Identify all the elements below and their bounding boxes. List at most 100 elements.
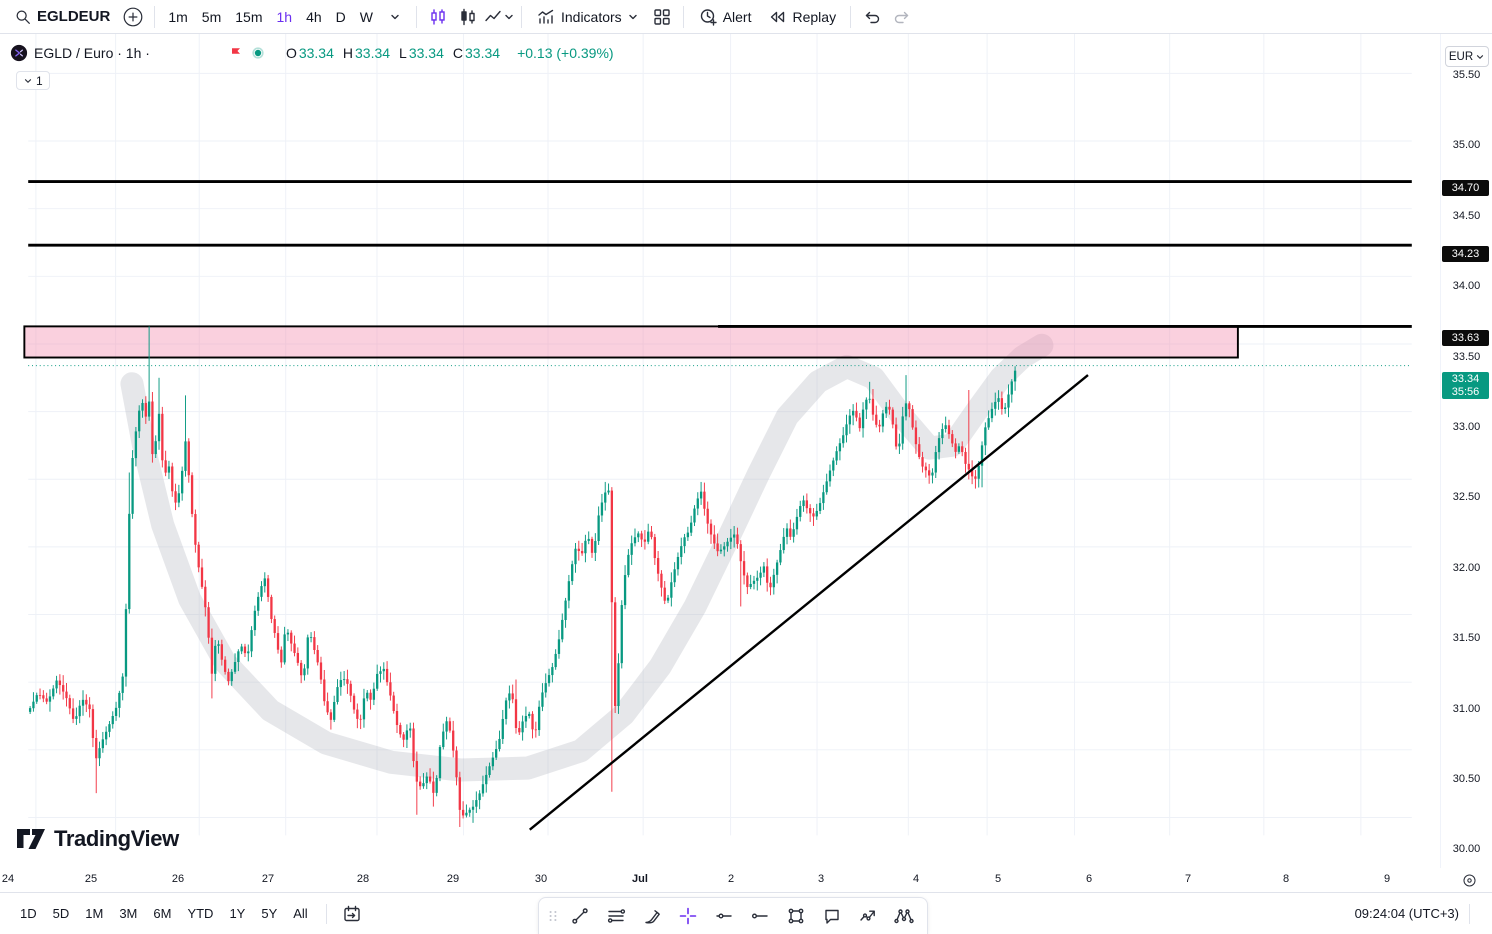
tool-ray[interactable] bbox=[743, 901, 777, 931]
ohlc-key: H bbox=[342, 45, 353, 61]
tool-rectangle[interactable] bbox=[779, 901, 813, 931]
symbol-search-button[interactable]: EGLDEUR bbox=[6, 3, 118, 31]
chevron-down-icon bbox=[391, 14, 399, 19]
ohlc-value: 33.34 bbox=[465, 45, 501, 61]
chart-legend: EGLD / Euro · 1h · O 33.34 H 33.34 L 33.34 C 33… bbox=[10, 44, 614, 62]
go-to-date-button[interactable] bbox=[337, 900, 367, 928]
range-1m[interactable]: 1M bbox=[85, 906, 104, 921]
indicators-icon bbox=[538, 9, 554, 24]
current-price-label[interactable]: 33.34 35:56 bbox=[1442, 372, 1489, 400]
price-tick: 30.00 bbox=[1452, 843, 1481, 856]
price-scale[interactable]: EUR 35.50 35.00 34.50 34.00 33.50 33.00 32.50 3… bbox=[1440, 34, 1492, 868]
timeframe-d[interactable]: D bbox=[335, 8, 346, 25]
divider bbox=[850, 5, 852, 28]
tool-comment[interactable] bbox=[815, 901, 849, 931]
candlestick-chart[interactable] bbox=[0, 34, 1440, 868]
divider bbox=[520, 5, 522, 28]
chevron-down-icon bbox=[1477, 54, 1484, 59]
tool-horizontal-ray[interactable] bbox=[707, 901, 741, 931]
price-level-label[interactable]: 34.70 bbox=[1442, 179, 1489, 196]
trend-line-drawing[interactable] bbox=[528, 374, 1089, 831]
price-tick: 35.00 bbox=[1452, 139, 1481, 152]
timeframe-1h[interactable]: 1h bbox=[276, 8, 293, 25]
tool-trend-line[interactable] bbox=[563, 901, 597, 931]
undo-icon bbox=[865, 11, 880, 23]
divider bbox=[1469, 903, 1470, 924]
legend-collapse-button[interactable]: 1 bbox=[16, 71, 50, 90]
layout-grid-button[interactable] bbox=[647, 3, 677, 31]
tool-pattern[interactable] bbox=[887, 901, 921, 931]
time-label: 8 bbox=[1282, 873, 1290, 885]
range-group: 1D 5D 1M 3M 6M YTD 1Y 5Y All bbox=[12, 902, 316, 925]
timeframe-4h[interactable]: 4h bbox=[306, 8, 322, 25]
tool-drag-handle[interactable] bbox=[545, 901, 561, 931]
supply-zone[interactable] bbox=[23, 325, 1239, 359]
replay-button[interactable]: Replay bbox=[759, 3, 844, 31]
chevron-down-icon bbox=[505, 14, 513, 19]
arrow-icon bbox=[860, 910, 875, 921]
timeframe-group: 1m 5m 15m 1h 4h D W bbox=[161, 3, 380, 31]
timezone-settings-button[interactable] bbox=[1458, 870, 1480, 890]
tool-brush[interactable] bbox=[635, 901, 669, 931]
ohlc-key: C bbox=[452, 45, 464, 61]
time-label: 27 bbox=[261, 873, 275, 885]
crosshair-icon bbox=[679, 907, 697, 925]
tool-arrow[interactable] bbox=[851, 901, 885, 931]
tool-crosshair[interactable] bbox=[671, 901, 705, 931]
ohlc-value: 33.34 bbox=[408, 45, 444, 61]
pattern-icon bbox=[894, 909, 914, 924]
symbol-title[interactable]: EGLD / Euro · 1h · bbox=[34, 45, 150, 61]
tool-horizontal-lines[interactable] bbox=[599, 901, 633, 931]
range-5d[interactable]: 5D bbox=[52, 906, 70, 921]
session-clock[interactable]: 09:24:04 (UTC+3) bbox=[1354, 906, 1459, 921]
range-5y[interactable]: 5Y bbox=[261, 906, 278, 921]
level-lines[interactable] bbox=[28, 180, 1412, 328]
price-tick: 34.50 bbox=[1452, 209, 1481, 222]
redo-button[interactable] bbox=[887, 3, 917, 31]
range-1y[interactable]: 1Y bbox=[229, 906, 246, 921]
flag-icon[interactable] bbox=[228, 45, 244, 61]
ray-icon bbox=[752, 913, 768, 919]
currency-selector-button[interactable]: EUR bbox=[1445, 46, 1489, 67]
range-3m[interactable]: 3M bbox=[119, 906, 138, 921]
timeframe-menu-button[interactable] bbox=[380, 3, 410, 31]
alert-button[interactable]: Alert bbox=[690, 3, 760, 31]
current-price-value: 33.34 bbox=[1451, 373, 1480, 386]
symbol-label: EGLDEUR bbox=[37, 8, 111, 25]
time-axis[interactable]: 24 25 26 27 28 29 30 Jul 2 3 4 5 6 7 8 9 bbox=[0, 868, 1492, 892]
chart-canvas[interactable] bbox=[0, 34, 1440, 868]
plus-circle-icon bbox=[123, 7, 143, 26]
undo-button[interactable] bbox=[857, 3, 887, 31]
grid-layer bbox=[28, 34, 1412, 836]
timeframe-1m[interactable]: 1m bbox=[168, 8, 188, 25]
trend-line-icon bbox=[572, 908, 588, 924]
timeframe-5m[interactable]: 5m bbox=[201, 8, 222, 25]
market-status-dot-icon[interactable] bbox=[250, 45, 266, 61]
grid-layout-icon bbox=[653, 8, 670, 25]
price-tick: 32.00 bbox=[1452, 561, 1481, 574]
indicators-button[interactable]: Indicators bbox=[528, 3, 647, 31]
price-level-label[interactable]: 33.63 bbox=[1442, 330, 1489, 347]
chart-type-hollow-candles-button[interactable] bbox=[453, 3, 483, 31]
price-level-label[interactable]: 34.23 bbox=[1442, 245, 1489, 262]
chart-type-line-button[interactable] bbox=[483, 3, 515, 31]
range-6m[interactable]: 6M bbox=[153, 906, 172, 921]
timezone-icon bbox=[1462, 873, 1476, 887]
tradingview-glyph-icon bbox=[17, 829, 45, 849]
ohlc-value: 33.34 bbox=[355, 45, 391, 61]
brush-annotation[interactable] bbox=[120, 333, 1054, 782]
range-1d[interactable]: 1D bbox=[20, 906, 37, 921]
time-label: 3 bbox=[817, 873, 825, 885]
range-ytd[interactable]: YTD bbox=[187, 906, 214, 921]
timeframe-15m[interactable]: 15m bbox=[235, 8, 263, 25]
range-all[interactable]: All bbox=[293, 906, 308, 921]
compare-add-symbol-button[interactable] bbox=[118, 3, 148, 31]
chart-type-candles-button[interactable] bbox=[423, 3, 453, 31]
chevron-down-icon bbox=[24, 78, 32, 83]
tradingview-logo[interactable]: TradingView bbox=[16, 826, 179, 852]
timeframe-w[interactable]: W bbox=[359, 8, 373, 25]
drawing-toolbar bbox=[538, 897, 928, 934]
rectangle-icon bbox=[788, 908, 804, 924]
price-tick: 30.50 bbox=[1452, 773, 1481, 785]
ohlc-values: O 33.34 H 33.34 L 33.34 C 33.34 bbox=[286, 45, 507, 61]
